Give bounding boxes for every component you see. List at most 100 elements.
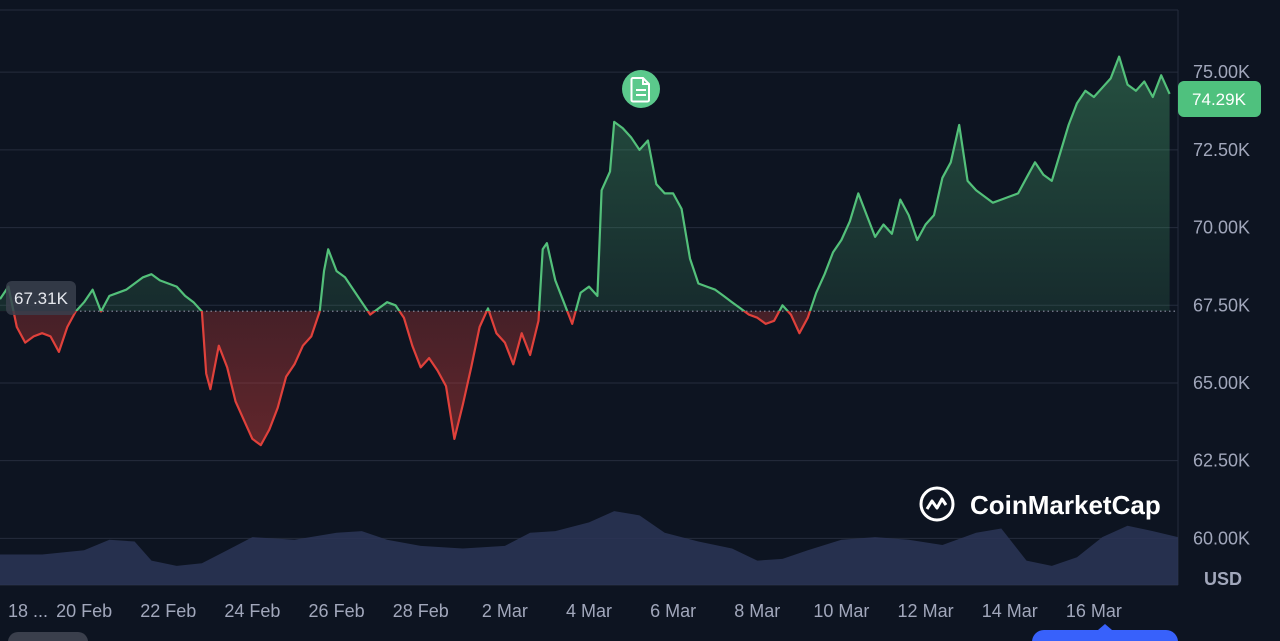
x-tick-label: 10 Mar bbox=[813, 601, 869, 621]
price-point bbox=[924, 223, 926, 225]
price-point bbox=[554, 279, 556, 281]
price-point bbox=[798, 332, 800, 334]
price-point bbox=[344, 276, 346, 278]
price-point bbox=[765, 323, 767, 325]
price-point bbox=[714, 289, 716, 291]
price-point bbox=[563, 301, 565, 303]
price-point bbox=[209, 388, 211, 390]
price-point bbox=[823, 273, 825, 275]
price-point bbox=[781, 304, 783, 306]
price-point bbox=[504, 341, 506, 343]
price-point bbox=[150, 273, 152, 275]
price-point bbox=[748, 313, 750, 315]
x-tick-label: 6 Mar bbox=[650, 601, 696, 621]
price-point bbox=[1067, 124, 1069, 126]
price-point bbox=[218, 345, 220, 347]
price-point bbox=[706, 285, 708, 287]
x-axis-ticks: 18 ... 20 Feb 22 Feb 24 Feb 26 Feb 28 Feb 2 Ma… bbox=[8, 601, 1122, 621]
price-point bbox=[849, 220, 851, 222]
price-point bbox=[487, 307, 489, 309]
price-point bbox=[33, 335, 35, 337]
price-point bbox=[1135, 90, 1137, 92]
price-point bbox=[310, 335, 312, 337]
price-point bbox=[664, 192, 666, 194]
price-point bbox=[1009, 195, 1011, 197]
price-point bbox=[327, 248, 329, 250]
price-point bbox=[16, 326, 18, 328]
price-point bbox=[41, 332, 43, 334]
y-tick-label: 62.50K bbox=[1193, 451, 1250, 471]
price-point bbox=[1059, 152, 1061, 154]
time-range-pill-left[interactable] bbox=[8, 632, 88, 641]
price-point bbox=[260, 444, 262, 446]
price-point bbox=[243, 419, 245, 421]
price-point bbox=[361, 301, 363, 303]
price-point bbox=[192, 301, 194, 303]
navigation-pill-right[interactable] bbox=[1032, 624, 1178, 641]
event-marker-button[interactable] bbox=[622, 70, 660, 108]
volume-area bbox=[0, 511, 1178, 585]
price-point bbox=[840, 239, 842, 241]
price-point bbox=[655, 183, 657, 185]
price-point bbox=[495, 332, 497, 334]
price-point bbox=[933, 214, 935, 216]
price-point bbox=[251, 438, 253, 440]
price-point bbox=[697, 282, 699, 284]
price-point bbox=[1076, 102, 1078, 104]
price-point bbox=[462, 404, 464, 406]
price-point bbox=[908, 214, 910, 216]
x-tick-label: 22 Feb bbox=[140, 601, 196, 621]
area-below-baseline bbox=[0, 311, 1170, 446]
price-point bbox=[58, 351, 60, 353]
price-point bbox=[542, 248, 544, 250]
x-tick-label: 18 ... bbox=[8, 601, 48, 621]
price-point bbox=[1118, 55, 1120, 57]
price-point bbox=[234, 400, 236, 402]
price-point bbox=[609, 170, 611, 172]
price-point bbox=[323, 270, 325, 272]
coinmarketcap-logo-icon bbox=[919, 486, 955, 522]
price-point bbox=[436, 369, 438, 371]
price-point bbox=[1051, 180, 1053, 182]
price-point bbox=[117, 292, 119, 294]
baseline-value: 67.31K bbox=[14, 289, 69, 308]
x-tick-label: 2 Mar bbox=[482, 601, 528, 621]
price-point bbox=[1160, 74, 1162, 76]
price-point bbox=[205, 372, 207, 374]
price-point bbox=[1143, 80, 1145, 82]
price-point bbox=[108, 295, 110, 297]
price-point bbox=[1017, 192, 1019, 194]
price-point bbox=[403, 317, 405, 319]
price-point bbox=[899, 198, 901, 200]
price-point bbox=[916, 239, 918, 241]
price-point bbox=[790, 313, 792, 315]
price-point bbox=[1101, 87, 1103, 89]
price-point bbox=[24, 341, 26, 343]
price-point bbox=[277, 407, 279, 409]
price-point bbox=[680, 208, 682, 210]
price-point bbox=[950, 161, 952, 163]
price-point bbox=[302, 345, 304, 347]
price-point bbox=[420, 366, 422, 368]
price-point bbox=[285, 376, 287, 378]
watermark-text: CoinMarketCap bbox=[970, 490, 1161, 520]
price-point bbox=[958, 124, 960, 126]
document-icon bbox=[630, 77, 650, 103]
price-point bbox=[882, 223, 884, 225]
price-point bbox=[201, 310, 203, 312]
current-price-value: 74.29K bbox=[1192, 90, 1247, 109]
area-above-baseline bbox=[0, 56, 1170, 312]
price-point bbox=[1084, 90, 1086, 92]
price-point bbox=[689, 257, 691, 259]
price-point bbox=[638, 149, 640, 151]
price-point bbox=[83, 301, 85, 303]
price-point bbox=[319, 310, 321, 312]
price-point bbox=[1110, 77, 1112, 79]
baseline-badge: 67.31K bbox=[6, 281, 76, 315]
current-price-badge: 74.29K bbox=[1178, 81, 1261, 117]
price-point bbox=[184, 295, 186, 297]
price-point bbox=[1126, 83, 1128, 85]
price-point bbox=[571, 323, 573, 325]
x-tick-label: 20 Feb bbox=[56, 601, 112, 621]
